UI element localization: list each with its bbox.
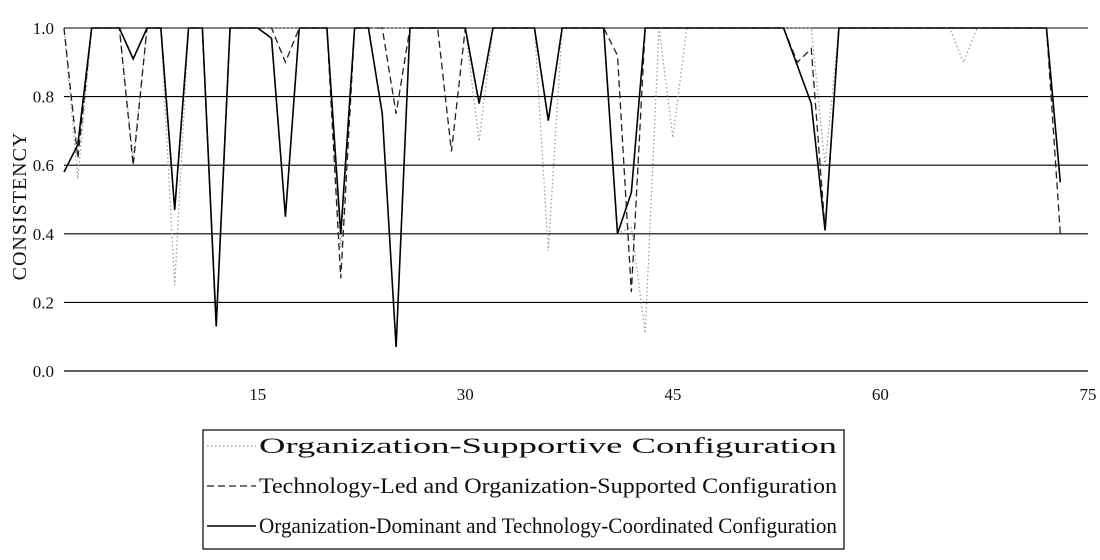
x-axis-ticks: 15 30 45 60 75 [249,385,1096,404]
legend: Organization-Supportive Configuration Tec… [202,429,845,550]
legend-label-2: Technology-Led and Organization-Supporte… [259,473,837,498]
y-tick-label: 0.8 [33,88,54,107]
x-tick-label: 60 [872,385,889,404]
legend-box [202,429,845,550]
y-tick-label: 0.4 [33,225,55,244]
x-tick-label: 30 [457,385,474,404]
series-line-3 [63,27,1062,348]
x-tick-label: 45 [664,385,681,404]
series-lines [63,27,1062,348]
series-line-1 [63,27,1061,334]
y-tick-label: 1.0 [33,19,54,38]
y-tick-label: 0.2 [33,293,54,312]
legend-label-1: Organization-Supportive Configuration [259,433,837,458]
x-tick-label: 15 [249,385,266,404]
gridlines [64,27,1088,303]
legend-label-3: Organization-Dominant and Technology-Coo… [259,513,837,538]
x-tick-label: 75 [1080,385,1097,404]
y-tick-label: 0.6 [33,156,54,175]
y-axis-ticks: 0.0 0.2 0.4 0.6 0.8 1.0 [33,19,55,381]
y-axis-title: CONSISTENCY [9,132,31,281]
y-tick-label: 0.0 [33,362,54,381]
